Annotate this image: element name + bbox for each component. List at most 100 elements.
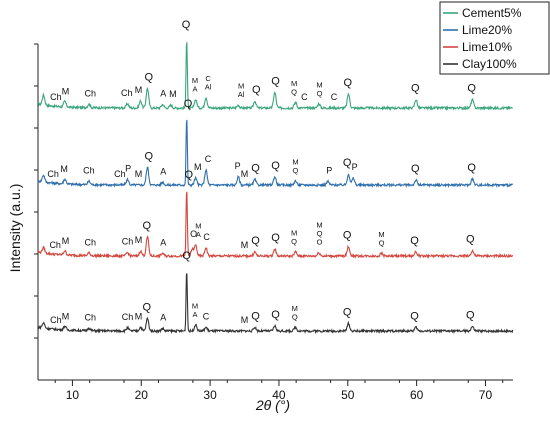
peak-label-line: Q	[466, 234, 475, 246]
peak-label-line: M	[316, 80, 322, 89]
peak-label-line: M	[60, 164, 68, 174]
peak-label: M	[241, 169, 249, 179]
peak-label-line: Q	[184, 169, 193, 181]
y-axis-label: Intensity (a.u.)	[7, 184, 23, 273]
peak-label-line: Ch	[85, 89, 97, 99]
peak-label-line: M	[192, 76, 198, 85]
peak-label-line: Q	[251, 310, 260, 322]
peak-label-line: O	[190, 229, 197, 239]
peak-label-line: Q	[142, 302, 151, 314]
peak-label-line: Q	[145, 71, 154, 83]
peak-label-line: Q	[467, 83, 476, 95]
x-tick-label: 20	[135, 388, 149, 402]
peak-label: Ch	[85, 89, 97, 99]
peak-label-line: A	[160, 89, 166, 99]
peak-label-line: Q	[271, 160, 280, 172]
peak-label: M	[135, 311, 143, 321]
peak-label-line: M	[62, 236, 70, 246]
legend: Cement5% Lime20% Lime10% Clay100%	[439, 1, 550, 75]
peak-label: Ch	[50, 92, 62, 102]
peak-label: C	[205, 154, 212, 164]
peak-label-line: Q	[142, 220, 151, 232]
peak-label-line: Q	[317, 229, 323, 238]
peak-label-line: Ch	[85, 237, 97, 247]
peak-label-line: Ch	[85, 313, 97, 323]
peak-label: M	[62, 236, 70, 246]
peak-label: M	[194, 162, 202, 172]
peak-label: Ch	[114, 169, 126, 179]
peak-label-line: C	[331, 92, 338, 102]
peak-label: A	[160, 237, 166, 247]
peak-label-line: Q	[291, 237, 297, 246]
peak-label-line: Q	[182, 19, 191, 31]
peak-label-line: Q	[252, 84, 261, 96]
peak-label: M	[135, 85, 143, 95]
peak-label: P	[125, 164, 131, 174]
series-line-Lime20%	[37, 119, 514, 189]
peak-label-line: O	[317, 238, 323, 247]
peak-label: Q	[467, 83, 476, 95]
peak-label-line: P	[326, 166, 332, 176]
peak-label: Ch	[122, 237, 134, 247]
peak-label: Q	[344, 77, 353, 89]
peak-label-line: M	[292, 157, 298, 166]
peak-label-line: C	[205, 154, 212, 164]
peak-label-line: M	[316, 221, 322, 230]
peak-label: Ch	[83, 166, 95, 176]
peak-label-line: Ch	[50, 92, 62, 102]
peak-label: Q	[271, 76, 280, 88]
peak-label: A	[160, 89, 166, 99]
peak-label: Q	[142, 220, 151, 232]
peak-label-line: Q	[292, 312, 298, 321]
legend-label: Lime10%	[462, 40, 512, 54]
peak-label-line: M	[291, 79, 297, 88]
peak-label: Ch	[47, 169, 59, 179]
peak-label-line: Q	[182, 250, 191, 262]
peak-label: C	[331, 92, 338, 102]
peak-label-line: P	[125, 164, 131, 174]
peak-label-line: M	[378, 230, 384, 239]
peak-label: M	[241, 240, 249, 250]
series-line-Clay100%	[37, 273, 514, 335]
peak-label-line: Ch	[83, 166, 95, 176]
peak-label-line: M	[169, 89, 177, 99]
peak-label-line: A	[192, 85, 197, 94]
peak-label: M	[135, 235, 143, 245]
peak-label: Q	[343, 307, 352, 319]
peak-label-line: P	[352, 162, 358, 172]
peak-label: Q	[184, 98, 193, 110]
peak-label: M	[60, 164, 68, 174]
peak-label: Q	[145, 150, 154, 162]
peak-label-line: Q	[271, 76, 280, 88]
peak-label: Ch	[85, 313, 97, 323]
peak-label-line: A	[160, 166, 166, 176]
peak-label-line: A	[160, 313, 166, 323]
peak-label: Q	[466, 310, 475, 322]
peak-label: C Al	[205, 74, 212, 92]
axes: 10 20 30 40 50 60 70	[34, 43, 513, 402]
peak-label: O	[190, 229, 197, 239]
peak-label: Q	[467, 162, 476, 174]
peak-label-line: Q	[343, 229, 352, 241]
peak-label: C	[203, 232, 210, 242]
peak-label-line: C	[205, 74, 211, 83]
peak-label: C	[301, 92, 308, 102]
peak-label: Q	[142, 302, 151, 314]
peak-label-line: Q	[411, 163, 420, 175]
peak-label-line: Q	[271, 309, 280, 321]
peak-label-line: C	[301, 92, 308, 102]
series-line-Cement5%	[37, 42, 513, 112]
peak-label-line: M	[241, 240, 249, 250]
peak-label: Q	[252, 84, 261, 96]
peak-label: Ch	[122, 312, 134, 322]
peak-label: Ch	[121, 88, 133, 98]
peak-label-line: Ch	[121, 88, 133, 98]
peak-label-line: Q	[467, 162, 476, 174]
peak-label: Q	[271, 160, 280, 172]
peak-label-line: M	[241, 169, 249, 179]
x-tick-label: 50	[341, 388, 355, 402]
